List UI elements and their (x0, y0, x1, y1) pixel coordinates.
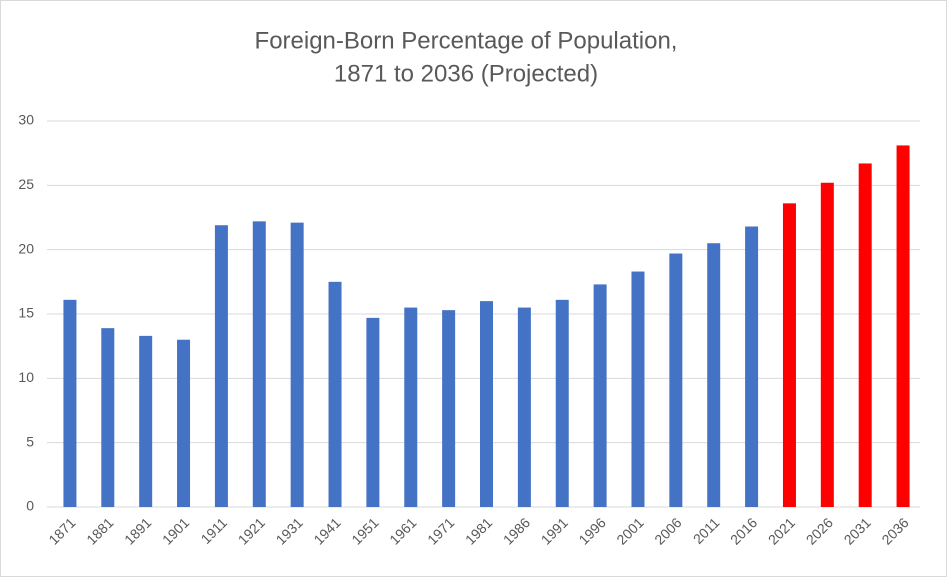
bar (555, 299, 569, 507)
bar (404, 307, 418, 507)
bar (290, 222, 304, 507)
bar (858, 163, 872, 507)
y-tick-label: 5 (26, 433, 34, 449)
chart-title: 1871 to 2036 (Projected) (334, 60, 598, 87)
bar (480, 301, 493, 507)
bar (214, 225, 228, 507)
bar (252, 221, 266, 508)
bar (782, 203, 796, 507)
y-tick-label: 15 (18, 305, 34, 321)
y-tick-label: 10 (18, 369, 34, 385)
y-tick-label: 25 (18, 176, 34, 192)
bar (631, 271, 645, 507)
bar (593, 284, 607, 507)
chart-title: Foreign-Born Percentage of Population, (255, 27, 678, 54)
y-tick-label: 20 (18, 240, 34, 256)
bar (669, 253, 683, 507)
bar (101, 328, 115, 507)
bar (707, 243, 721, 507)
bar (177, 339, 191, 507)
bar (820, 182, 834, 507)
bar (139, 335, 153, 507)
bar (517, 307, 531, 507)
bar (63, 299, 77, 507)
bar (328, 281, 342, 507)
bar (745, 226, 759, 508)
bar (896, 145, 910, 508)
y-tick-label: 30 (18, 112, 34, 128)
y-tick-label: 0 (26, 498, 34, 514)
bar (366, 317, 380, 507)
bar (442, 310, 456, 507)
